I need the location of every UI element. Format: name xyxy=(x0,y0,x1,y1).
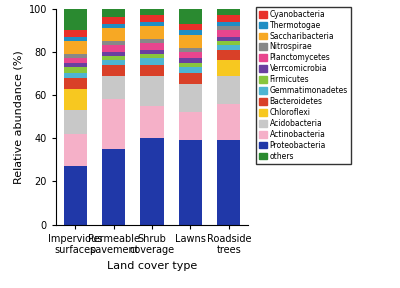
Bar xyxy=(102,52,125,56)
Bar xyxy=(140,76,164,106)
Bar xyxy=(140,15,164,22)
Bar xyxy=(64,78,87,89)
Bar xyxy=(217,37,240,41)
Bar xyxy=(179,24,202,30)
Bar xyxy=(140,138,164,225)
Bar xyxy=(140,9,164,15)
Bar xyxy=(179,67,202,73)
Bar xyxy=(217,15,240,22)
Bar xyxy=(140,22,164,26)
Bar xyxy=(102,17,125,24)
Bar xyxy=(102,9,125,17)
Bar xyxy=(179,63,202,67)
Bar xyxy=(217,9,240,15)
Bar xyxy=(140,54,164,58)
Bar xyxy=(179,52,202,58)
Bar xyxy=(217,26,240,30)
Bar xyxy=(140,58,164,65)
Bar xyxy=(102,149,125,225)
Bar xyxy=(64,63,87,67)
Bar xyxy=(64,54,87,58)
Bar xyxy=(217,22,240,26)
Bar xyxy=(179,84,202,112)
Bar xyxy=(179,48,202,52)
Bar xyxy=(140,65,164,76)
Bar xyxy=(140,43,164,50)
Bar xyxy=(102,60,125,65)
Bar xyxy=(64,30,87,37)
Bar xyxy=(217,141,240,225)
X-axis label: Land cover type: Land cover type xyxy=(107,261,197,271)
Bar xyxy=(140,50,164,54)
Bar xyxy=(102,99,125,149)
Bar xyxy=(64,89,87,110)
Bar xyxy=(217,60,240,76)
Bar xyxy=(217,50,240,60)
Bar xyxy=(140,26,164,39)
Bar xyxy=(102,24,125,28)
Bar xyxy=(64,110,87,134)
Bar xyxy=(217,30,240,37)
Bar xyxy=(64,73,87,78)
Bar xyxy=(179,141,202,225)
Bar xyxy=(217,41,240,46)
Bar xyxy=(179,112,202,141)
Bar xyxy=(102,41,125,46)
Bar xyxy=(64,9,87,30)
Legend: Cyanobacteria, Thermotogae, Saccharibacteria, Nitrospirae, Planctomycetes, Verrc: Cyanobacteria, Thermotogae, Saccharibact… xyxy=(256,7,351,164)
Bar xyxy=(102,46,125,52)
Bar xyxy=(102,28,125,41)
Bar xyxy=(179,58,202,63)
Bar xyxy=(102,56,125,60)
Bar xyxy=(64,166,87,225)
Bar xyxy=(179,35,202,48)
Bar xyxy=(179,30,202,35)
Bar xyxy=(64,37,87,41)
Bar xyxy=(102,76,125,99)
Bar xyxy=(217,104,240,141)
Bar xyxy=(64,67,87,73)
Bar xyxy=(140,106,164,138)
Bar xyxy=(64,134,87,166)
Bar xyxy=(64,58,87,63)
Bar xyxy=(102,65,125,76)
Bar xyxy=(140,39,164,43)
Bar xyxy=(179,9,202,24)
Y-axis label: Relative abundance (%): Relative abundance (%) xyxy=(13,50,23,183)
Bar xyxy=(217,46,240,50)
Bar xyxy=(217,76,240,104)
Bar xyxy=(64,41,87,54)
Bar xyxy=(179,73,202,84)
